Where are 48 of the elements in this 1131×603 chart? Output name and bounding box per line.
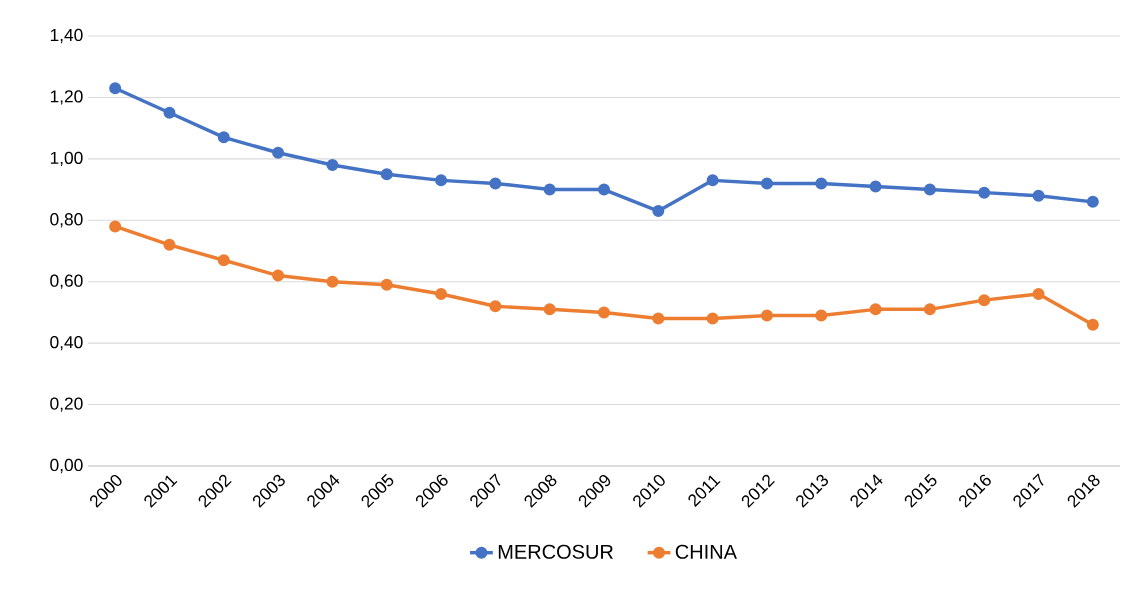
point xyxy=(598,183,611,196)
point xyxy=(869,180,882,193)
point xyxy=(815,309,828,322)
point xyxy=(326,275,339,288)
legend-label: CHINA xyxy=(675,544,737,559)
point xyxy=(163,238,176,251)
y-tick-label: 0,20 xyxy=(50,397,83,412)
point xyxy=(1032,287,1045,301)
point xyxy=(109,220,122,233)
point xyxy=(435,174,448,187)
point xyxy=(217,254,230,267)
point xyxy=(760,177,773,190)
point xyxy=(163,106,176,119)
point xyxy=(109,82,122,95)
point xyxy=(760,309,773,322)
point xyxy=(706,312,719,325)
point xyxy=(543,303,556,316)
point xyxy=(489,300,502,313)
point xyxy=(652,312,665,325)
point xyxy=(923,303,936,316)
point xyxy=(380,168,393,181)
point xyxy=(598,306,611,319)
y-tick-label: 1,40 xyxy=(50,28,83,44)
point xyxy=(706,174,719,187)
point xyxy=(272,146,285,159)
point xyxy=(923,183,936,196)
point xyxy=(978,186,991,199)
point xyxy=(326,158,339,171)
y-tick-label: 0,40 xyxy=(50,335,83,351)
y-tick-label: 0,00 xyxy=(50,458,83,474)
y-tick-label: 0,60 xyxy=(50,274,83,289)
point xyxy=(815,177,828,190)
point xyxy=(1032,189,1045,202)
point xyxy=(978,294,991,307)
y-tick-label: 1,00 xyxy=(50,151,83,167)
point xyxy=(435,287,448,301)
point xyxy=(869,303,882,316)
point xyxy=(652,205,665,218)
point xyxy=(380,278,393,291)
point xyxy=(543,183,556,196)
point xyxy=(1086,195,1099,208)
y-tick-label: 0,80 xyxy=(50,213,83,228)
y-tick-label: 1,20 xyxy=(50,90,83,105)
point xyxy=(217,131,230,144)
point xyxy=(1086,318,1099,331)
point xyxy=(272,269,285,282)
point xyxy=(489,177,502,190)
legend-label: MERCOSUR xyxy=(498,544,613,559)
